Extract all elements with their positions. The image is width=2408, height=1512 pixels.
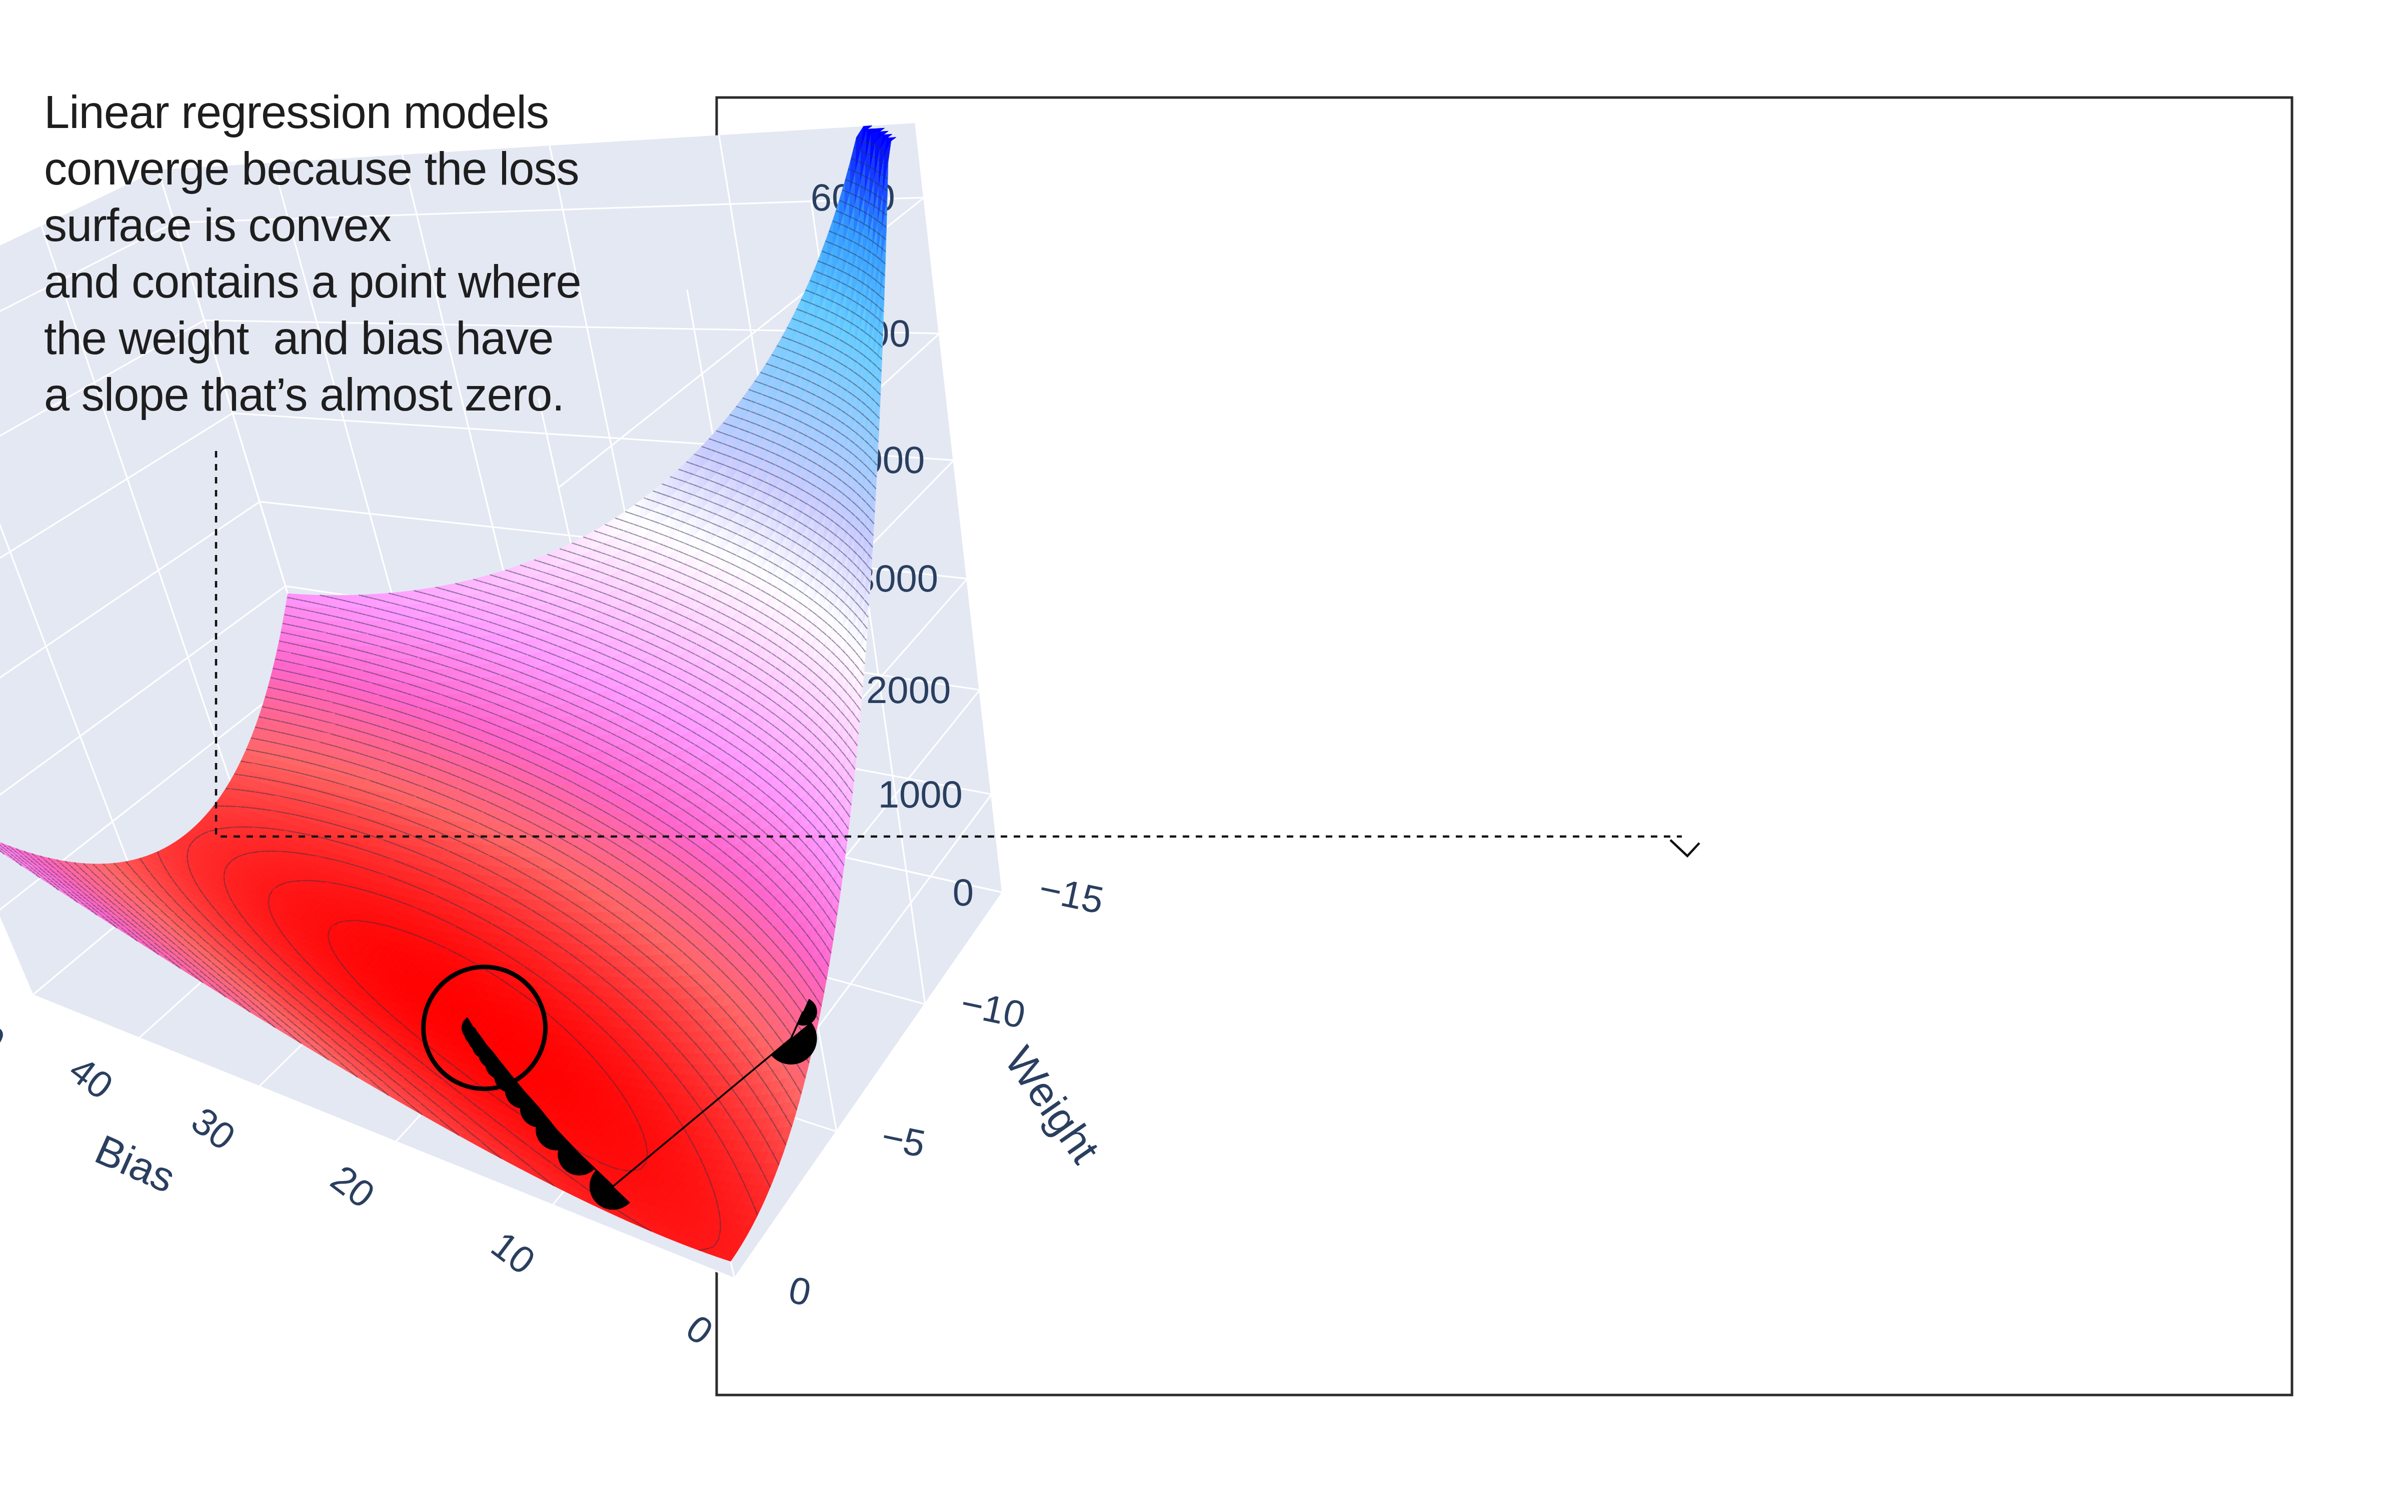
descent-point [797,999,817,1026]
descent-point [462,1017,481,1040]
descent-point [590,1170,630,1210]
page: { "annotation": { "lines": [ "Linear reg… [0,0,2408,1512]
annotation-pointer-line [216,451,1682,836]
annotation-line: and contains a point where [44,254,581,310]
annotation-line: the weight and bias have [44,310,581,366]
annotation-pointer-arrow [1670,840,1699,856]
descent-point [771,1022,817,1064]
annotation-line: converge because the loss [44,140,581,197]
annotation-text: Linear regression models converge becaus… [44,84,581,423]
convergence-circle [424,967,546,1089]
annotation-line: surface is convex [44,197,581,254]
annotation-line: Linear regression models [44,84,581,140]
annotation-line: a slope that’s almost zero. [44,366,581,423]
gradient-descent-path [462,999,817,1210]
